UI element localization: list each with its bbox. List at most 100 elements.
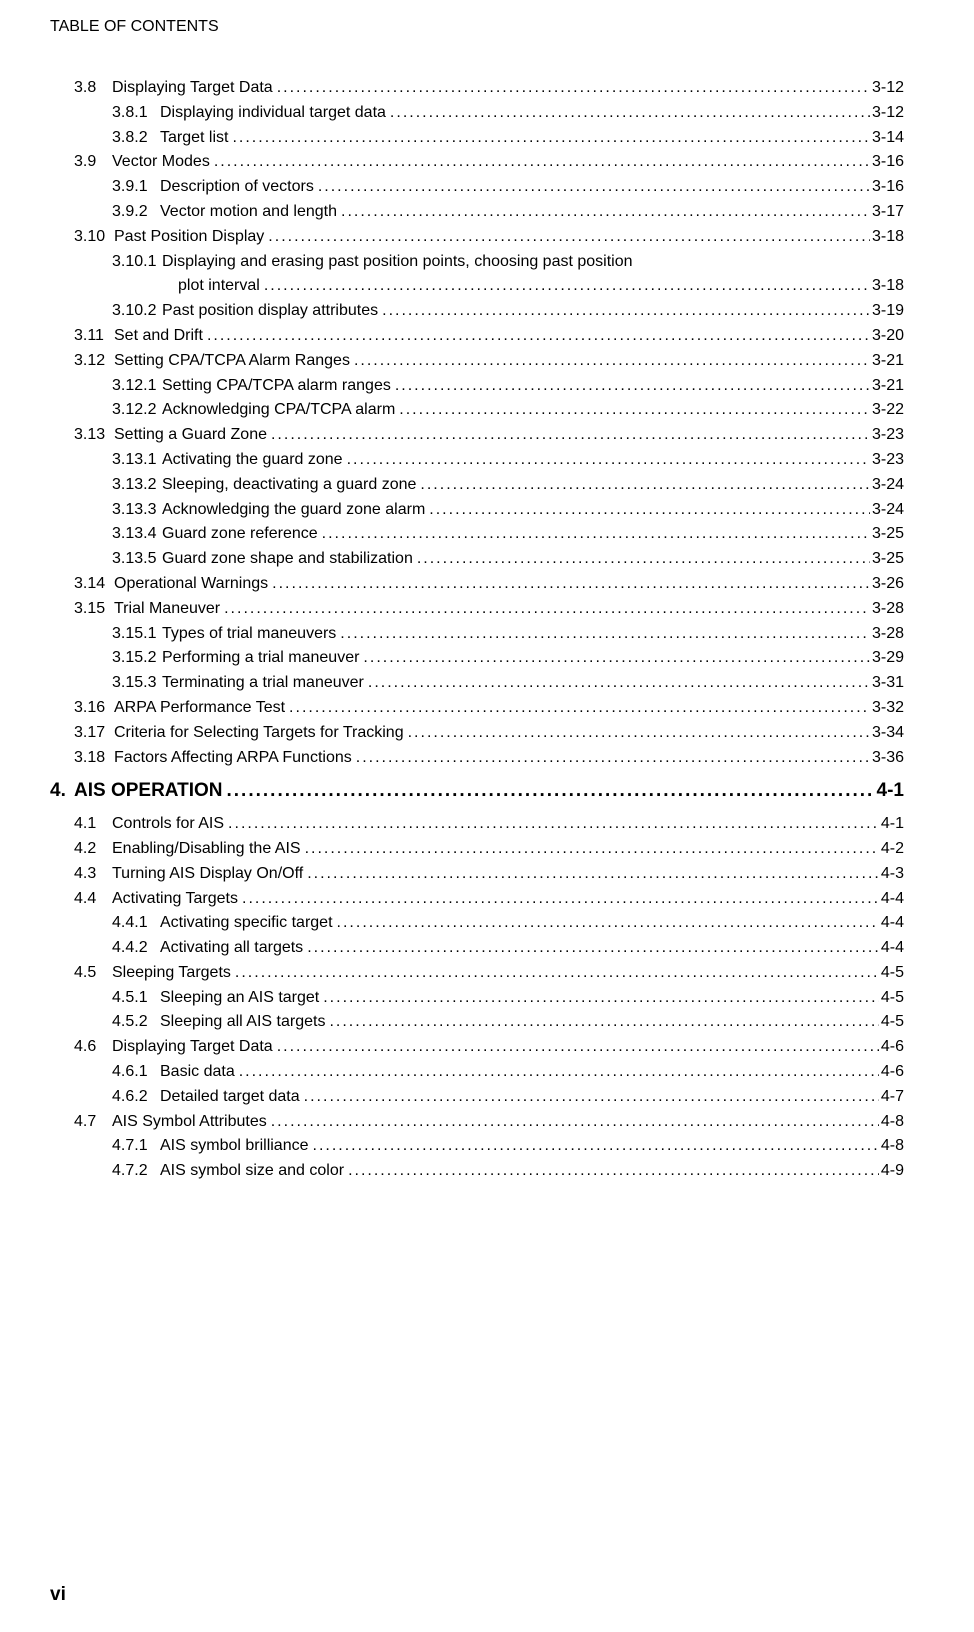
toc-entry-number: 3.16	[74, 696, 114, 721]
toc-entry-title: AIS symbol size and color	[160, 1159, 344, 1184]
toc-entry-page: 4-4	[879, 936, 904, 961]
toc-entry-title: Factors Affecting ARPA Functions	[114, 746, 352, 771]
toc-entry-page: 3-36	[870, 746, 904, 771]
toc-entry-page: 4-6	[879, 1060, 904, 1085]
toc-entry-title: Setting a Guard Zone	[114, 423, 267, 448]
toc-entry: 3.10.2Past position display attributes 3…	[50, 299, 904, 324]
toc-entry-number: 3.12.2	[112, 398, 162, 423]
toc-entry-title: Past position display attributes	[162, 299, 378, 324]
toc-entry-title: Displaying Target Data	[112, 1035, 273, 1060]
toc-entry: 3.15.1Types of trial maneuvers 3-28	[50, 622, 904, 647]
toc-entry-number: 4.1	[74, 812, 112, 837]
toc-leader-dots	[391, 374, 870, 399]
toc-entry-number: 3.18	[74, 746, 114, 771]
toc-entry-page: 3-16	[870, 175, 904, 200]
toc-leader-dots	[325, 1010, 878, 1035]
page-header: TABLE OF CONTENTS	[50, 18, 904, 36]
toc-entry: 3.12.1Setting CPA/TCPA alarm ranges 3-21	[50, 374, 904, 399]
toc-entry: 3.10.1Displaying and erasing past positi…	[50, 250, 904, 275]
toc-leader-dots	[309, 1134, 879, 1159]
toc-entry-number: 4.5.1	[112, 986, 160, 1011]
toc-entry-page: 3-29	[870, 646, 904, 671]
toc-leader-dots	[273, 1035, 879, 1060]
toc-entry: 4.1Controls for AIS 4-1	[50, 812, 904, 837]
toc-entry-title: Past Position Display	[114, 225, 264, 250]
toc-entry-number: 3.11	[74, 324, 114, 349]
toc-entry-number: 3.15.1	[112, 622, 162, 647]
toc-entry-page: 4-4	[879, 911, 904, 936]
toc-entry: 3.8.2Target list 3-14	[50, 126, 904, 151]
toc-leader-dots	[318, 522, 870, 547]
toc-entry-page: 4-5	[879, 961, 904, 986]
toc-entry-page: 3-12	[870, 76, 904, 101]
toc-entry-page: 3-23	[870, 448, 904, 473]
toc-entry-page: 3-24	[870, 473, 904, 498]
toc-entry-number: 3.8.2	[112, 126, 160, 151]
toc-entry-page: 3-31	[870, 671, 904, 696]
toc-entry: 4.6Displaying Target Data 4-6	[50, 1035, 904, 1060]
toc-leader-dots	[319, 986, 879, 1011]
toc-entry-title: Criteria for Selecting Targets for Track…	[114, 721, 404, 746]
toc-entry-title: Acknowledging CPA/TCPA alarm	[162, 398, 395, 423]
toc-entry-number: 4.4.2	[112, 936, 160, 961]
toc-entry-page: 4-4	[879, 887, 904, 912]
toc-leader-dots	[228, 126, 870, 151]
toc-entry-page: 3-32	[870, 696, 904, 721]
toc-entry: 4.4.2Activating all targets 4-4	[50, 936, 904, 961]
toc-entry-page: 3-22	[870, 398, 904, 423]
toc-entry-number: 3.13.1	[112, 448, 162, 473]
toc-leader-dots	[235, 1060, 879, 1085]
toc-entry-number: 3.9	[74, 150, 112, 175]
toc-entry-title: Guard zone shape and stabilization	[162, 547, 413, 572]
toc-entry-title: Basic data	[160, 1060, 235, 1085]
toc-entry-number: 3.15.3	[112, 671, 162, 696]
toc-leader-dots	[343, 448, 870, 473]
toc-entry-title: Types of trial maneuvers	[162, 622, 336, 647]
toc-entry-title: Sleeping Targets	[112, 961, 231, 986]
toc-entry-page: 3-25	[870, 522, 904, 547]
toc-entry-page: 4-8	[879, 1134, 904, 1159]
toc-entry-page: 3-20	[870, 324, 904, 349]
toc-leader-dots	[359, 646, 870, 671]
toc-entry: 3.15.2Performing a trial maneuver 3-29	[50, 646, 904, 671]
toc-entry-number: 4.3	[74, 862, 112, 887]
toc-leader-dots	[224, 812, 879, 837]
toc-entry-page: 3-16	[870, 150, 904, 175]
toc-entry: 3.12.2Acknowledging CPA/TCPA alarm 3-22	[50, 398, 904, 423]
toc-leader-dots	[273, 76, 870, 101]
toc-entry-title: Terminating a trial maneuver	[162, 671, 364, 696]
toc-entry-number: 4.2	[74, 837, 112, 862]
toc-leader-dots	[404, 721, 870, 746]
toc-entry-number: 4.7.1	[112, 1134, 160, 1159]
toc-entry: 3.9Vector Modes 3-16	[50, 150, 904, 175]
toc-entry-title: Trial Maneuver	[114, 597, 220, 622]
toc-leader-dots	[416, 473, 870, 498]
toc-entry-page: 3-25	[870, 547, 904, 572]
toc-entry: 3.13.5Guard zone shape and stabilization…	[50, 547, 904, 572]
toc-leader-dots	[395, 398, 870, 423]
toc-entry-title: Detailed target data	[160, 1085, 300, 1110]
toc-entry: 4.6.2Detailed target data 4-7	[50, 1085, 904, 1110]
toc-entry: 4.5.2Sleeping all AIS targets 4-5	[50, 1010, 904, 1035]
toc-leader-dots	[238, 887, 879, 912]
toc-entry-page: 3-34	[870, 721, 904, 746]
toc-entry-number: 3.9.1	[112, 175, 160, 200]
toc-leader-dots	[264, 225, 870, 250]
toc-entry-title: Guard zone reference	[162, 522, 318, 547]
toc-leader-dots	[303, 862, 879, 887]
toc-entry-number: 3.14	[74, 572, 114, 597]
toc-leader-dots	[285, 696, 870, 721]
toc-entry: 4.7.2AIS symbol size and color 4-9	[50, 1159, 904, 1184]
toc-entry-title: Activating Targets	[112, 887, 238, 912]
toc-entry-title: plot interval	[178, 274, 260, 299]
toc-entry-title: Activating specific target	[160, 911, 333, 936]
toc-entry: 3.18Factors Affecting ARPA Functions 3-3…	[50, 746, 904, 771]
toc-entry-number: 3.13.3	[112, 498, 162, 523]
toc-entry-page: 3-24	[870, 498, 904, 523]
toc-leader-dots	[301, 837, 879, 862]
toc-entry-page: 3-19	[870, 299, 904, 324]
toc-leader-dots	[364, 671, 870, 696]
toc-entry-page: 4-8	[879, 1110, 904, 1135]
toc-entry-page: 4-1	[875, 770, 904, 812]
toc-entry-title: AIS Symbol Attributes	[112, 1110, 267, 1135]
